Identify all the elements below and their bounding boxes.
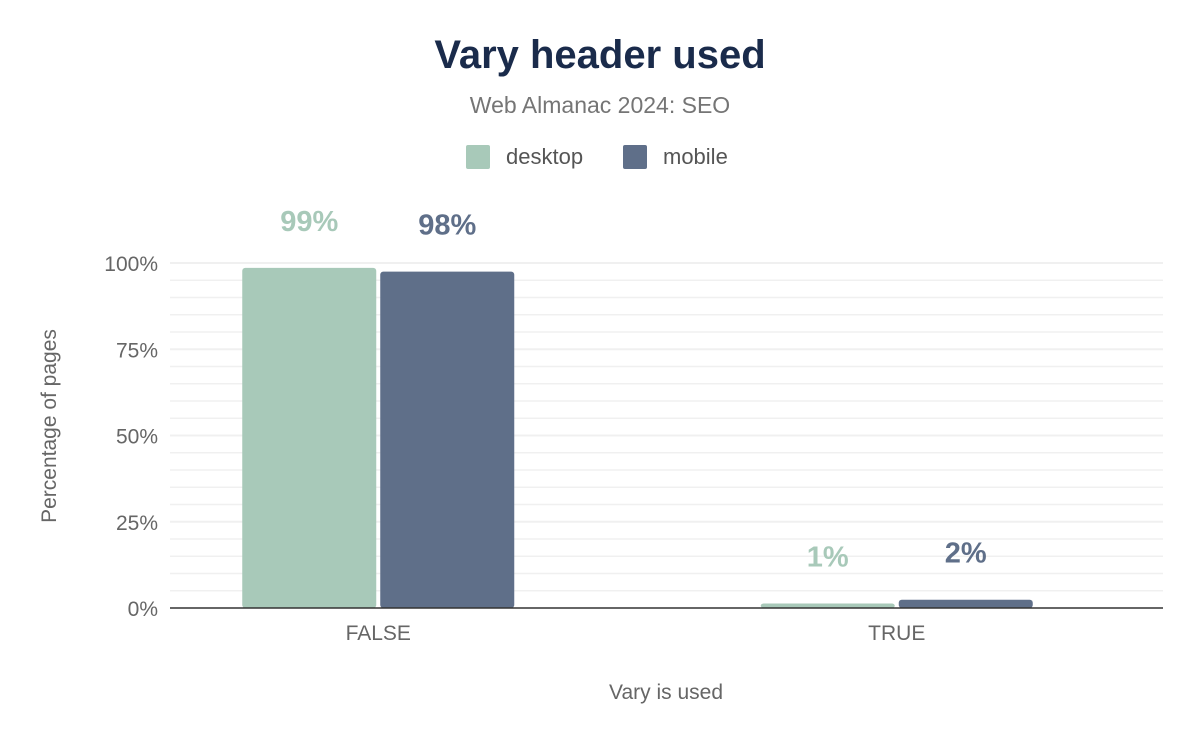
y-tick-label: 0% <box>128 598 158 621</box>
data-label: 2% <box>945 538 987 570</box>
chart-subtitle: Web Almanac 2024: SEO <box>470 92 730 118</box>
x-tick-label: TRUE <box>868 622 925 645</box>
data-label: 99% <box>280 206 338 238</box>
data-label: 98% <box>418 210 476 242</box>
x-tick-label: FALSE <box>346 622 411 645</box>
y-tick-label: 75% <box>116 339 158 362</box>
y-tick-label: 100% <box>104 253 158 276</box>
chart-title: Vary header used <box>434 33 765 77</box>
y-tick-label: 25% <box>116 512 158 535</box>
bars: FALSE 99% 98% TRUE 1% 2% <box>242 206 1033 645</box>
legend-label-mobile: mobile <box>663 144 728 169</box>
y-tick-label: 50% <box>116 426 158 449</box>
data-label: 1% <box>807 542 849 574</box>
legend: desktop mobile <box>466 144 728 169</box>
bar-desktop-TRUE <box>760 603 895 608</box>
bar-desktop-FALSE <box>242 267 377 608</box>
bar-mobile-FALSE <box>380 271 515 608</box>
y-axis-label: Percentage of pages <box>38 329 61 523</box>
legend-swatch-desktop <box>466 145 490 169</box>
bar-mobile-TRUE <box>898 599 1033 608</box>
legend-label-desktop: desktop <box>506 144 583 169</box>
x-axis-label: Vary is used <box>609 681 723 704</box>
legend-swatch-mobile <box>623 145 647 169</box>
